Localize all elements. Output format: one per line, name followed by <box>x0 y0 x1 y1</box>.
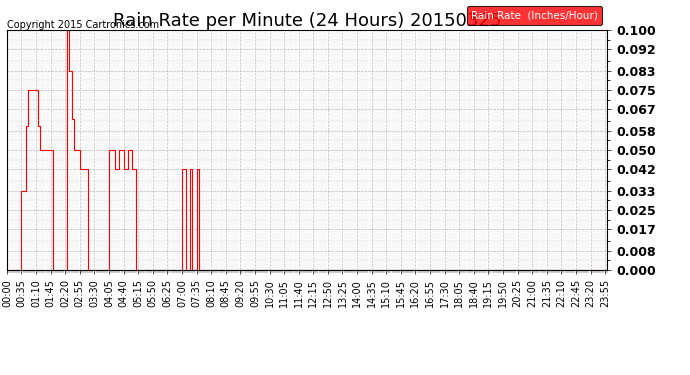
Title: Rain Rate per Minute (24 Hours) 20150325: Rain Rate per Minute (24 Hours) 20150325 <box>113 12 501 30</box>
Text: Copyright 2015 Cartronics.com: Copyright 2015 Cartronics.com <box>7 20 159 30</box>
Legend: Rain Rate  (Inches/Hour): Rain Rate (Inches/Hour) <box>466 6 602 25</box>
